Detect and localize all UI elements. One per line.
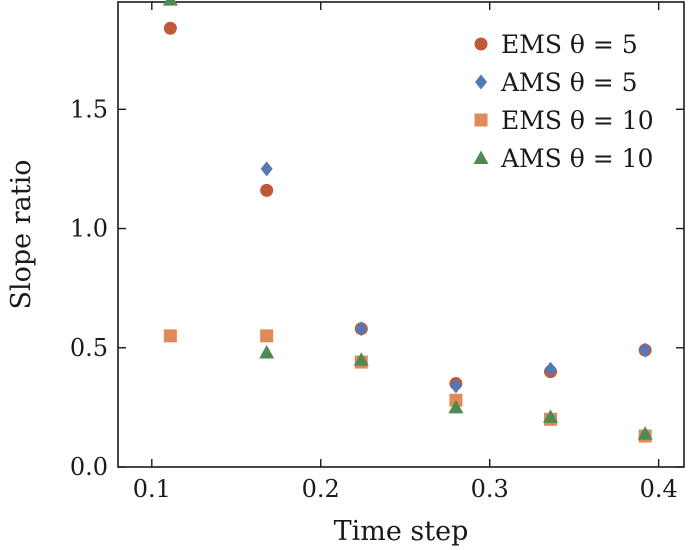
legend-marker-diamond	[475, 74, 487, 90]
series-diamond	[260, 161, 652, 394]
plot-frame	[117, 1, 685, 468]
y-tick-label: 1.5	[70, 95, 108, 123]
y-tick-label: 0.5	[70, 334, 108, 362]
legend-marker-circle	[474, 37, 488, 51]
data-point-circle	[260, 183, 274, 197]
data-point-diamond	[355, 321, 368, 337]
legend-item: EMS θ = 5	[474, 30, 638, 59]
y-tick-label: 0.0	[70, 453, 108, 481]
y-axis-label: Slope ratio	[6, 160, 37, 310]
legend-item: AMS θ = 10	[473, 144, 653, 173]
data-point-diamond	[544, 361, 557, 377]
legend-label: EMS θ = 5	[501, 30, 638, 59]
data-point-triangle	[162, 0, 178, 6]
data-point-triangle	[353, 352, 369, 366]
legend-label: EMS θ = 10	[501, 106, 654, 135]
data-point-diamond	[260, 161, 273, 177]
x-tick-label: 0.2	[302, 475, 340, 503]
data-point-diamond	[639, 342, 652, 358]
x-tick-label: 0.4	[640, 475, 678, 503]
x-axis: 0.1 0.2 0.3 0.4	[133, 2, 678, 503]
data-points	[162, 0, 653, 443]
legend-item: AMS θ = 5	[475, 68, 638, 97]
legend-label: AMS θ = 5	[500, 68, 638, 97]
data-point-triangle	[448, 399, 464, 414]
y-tick-label: 1.0	[70, 215, 108, 243]
data-point-square	[163, 329, 177, 343]
y-axis: 0.0 0.5 1.0 1.5	[70, 95, 684, 481]
data-point-circle	[163, 21, 177, 35]
x-axis-label: Time step	[334, 516, 469, 547]
series-triangle	[162, 0, 653, 440]
plot-area	[117, 1, 685, 468]
x-tick-label: 0.3	[471, 475, 509, 503]
x-tick-label: 0.1	[133, 475, 171, 503]
data-point-square	[260, 329, 274, 343]
legend: EMS θ = 5 AMS θ = 5 EMS θ = 10 AMS θ = 10	[473, 30, 654, 173]
legend-marker-square	[474, 113, 488, 127]
legend-item: EMS θ = 10	[474, 106, 654, 135]
data-point-triangle	[543, 409, 559, 423]
legend-label: AMS θ = 10	[500, 144, 653, 173]
data-point-triangle	[259, 345, 275, 359]
series-square	[163, 329, 652, 443]
data-point-diamond	[449, 378, 462, 394]
legend-marker-triangle	[473, 150, 489, 164]
data-point-triangle	[637, 426, 653, 440]
